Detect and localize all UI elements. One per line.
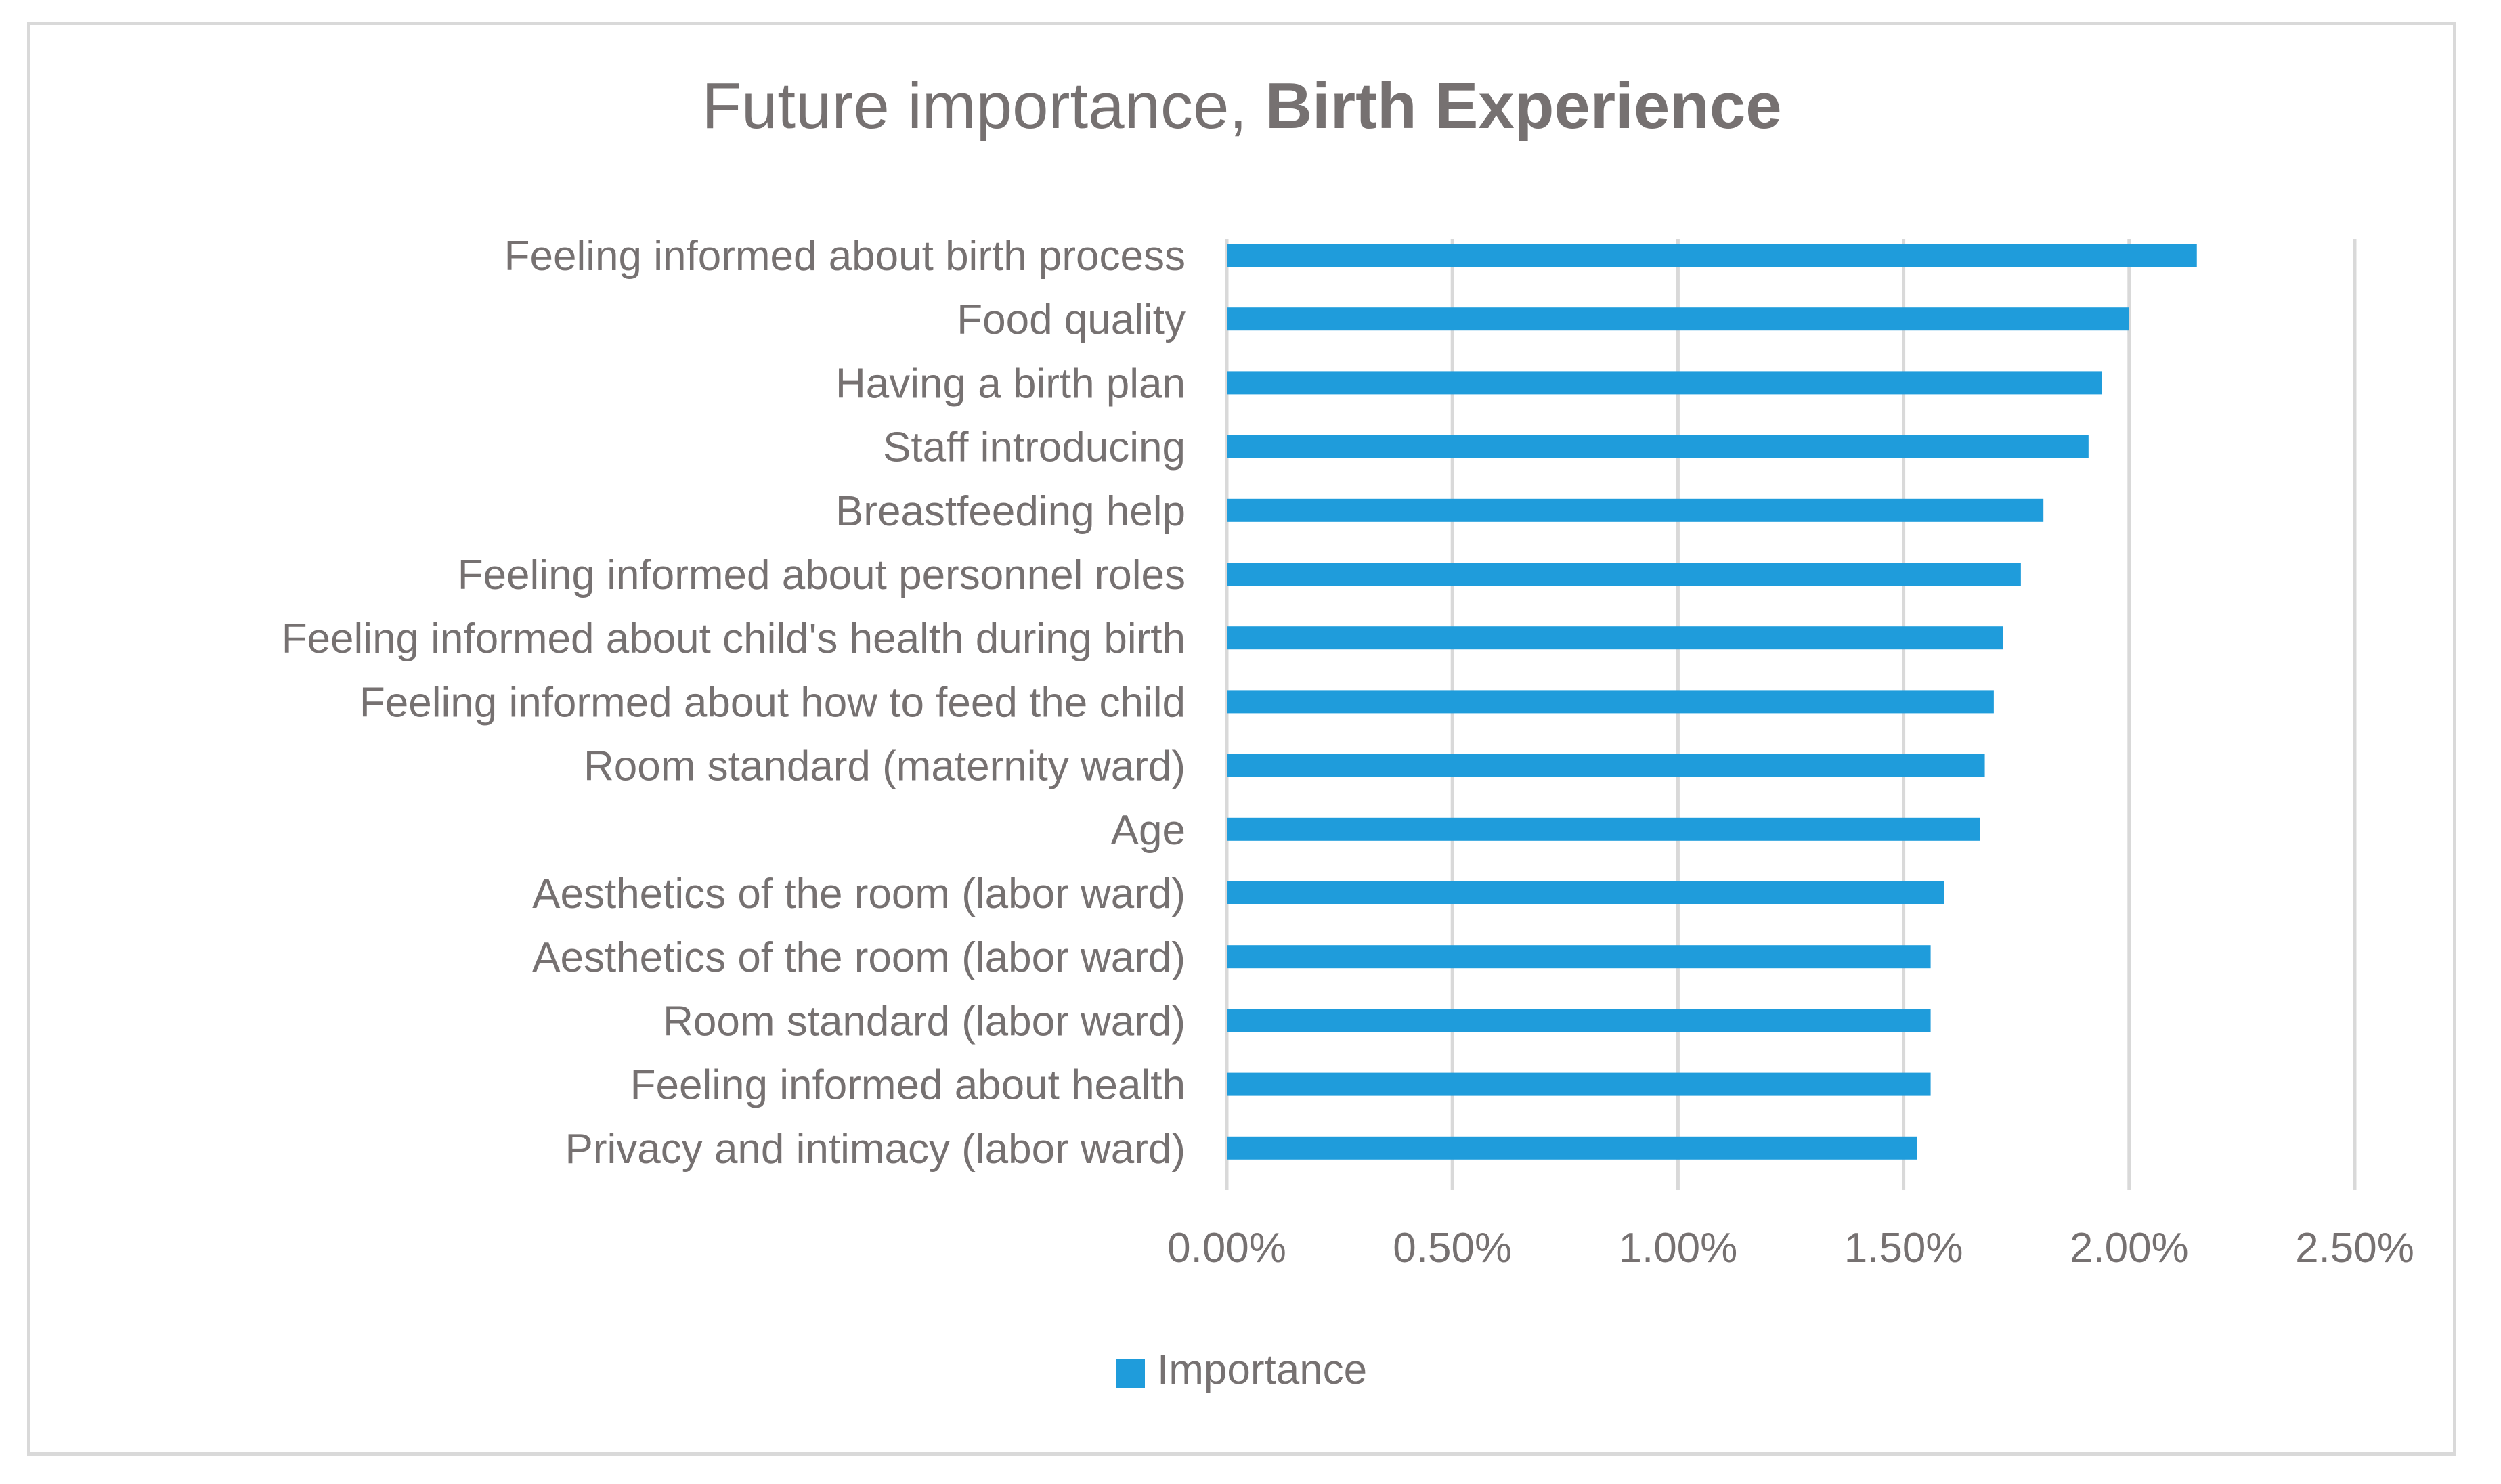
category-label: Breastfeeding help	[835, 488, 1186, 535]
category-label: Feeling informed about child's health du…	[282, 615, 1186, 662]
bar	[1227, 945, 1931, 969]
bar	[1227, 626, 2003, 650]
bar	[1227, 307, 2129, 331]
bars	[1227, 244, 2197, 1160]
x-tick-label: 0.00%	[1167, 1225, 1286, 1271]
category-label: Age	[1111, 807, 1186, 854]
category-label: Aesthetics of the room (labor ward)	[532, 871, 1186, 917]
chart-title-regular: Future importance,	[701, 70, 1265, 142]
bar	[1227, 563, 2021, 586]
bar	[1227, 690, 1994, 714]
x-tick-label: 2.50%	[2295, 1225, 2414, 1271]
bar	[1227, 1072, 1931, 1096]
category-label: Feeling informed about personnel roles	[458, 552, 1186, 598]
x-tick-label: 1.00%	[1618, 1225, 1737, 1271]
category-labels: Feeling informed about birth process Food…	[282, 233, 1186, 1173]
bar	[1227, 1136, 1917, 1160]
bar	[1227, 1009, 1931, 1032]
bar	[1227, 817, 1980, 841]
bar	[1227, 371, 2102, 395]
legend-swatch	[1116, 1359, 1145, 1388]
bar	[1227, 244, 2197, 267]
category-label: Feeling informed about how to feed the c…	[360, 679, 1186, 726]
chart-frame: Future importance, Birth Experience Feel…	[27, 22, 2456, 1456]
chart-svg: Future importance, Birth Experience Feel…	[282, 70, 2414, 1393]
x-tick-label: 1.50%	[1844, 1225, 1963, 1271]
category-label: Feeling informed about health	[630, 1062, 1186, 1109]
bar	[1227, 754, 1985, 777]
category-label: Food quality	[957, 297, 1186, 343]
x-tick-labels: 0.00% 0.50% 1.00% 1.50% 2.00% 2.50%	[1167, 1225, 2414, 1271]
category-label: Privacy and intimacy (labor ward)	[565, 1126, 1186, 1173]
bar	[1227, 498, 2044, 522]
bar	[1227, 881, 1944, 904]
legend-label: Importance	[1157, 1347, 1367, 1393]
legend: Importance	[1116, 1347, 1367, 1393]
x-tick-label: 2.00%	[2070, 1225, 2189, 1271]
bar	[1227, 435, 2089, 458]
category-label: Having a birth plan	[835, 360, 1186, 407]
category-label: Room standard (labor ward)	[663, 998, 1186, 1045]
chart-title-bold: Birth Experience	[1265, 70, 1782, 142]
category-label: Room standard (maternity ward)	[584, 743, 1186, 790]
chart-title: Future importance, Birth Experience	[701, 70, 1781, 142]
x-tick-label: 0.50%	[1393, 1225, 1512, 1271]
category-label: Feeling informed about birth process	[504, 233, 1186, 280]
category-label: Staff introducing	[883, 424, 1186, 471]
category-label: Aesthetics of the room (labor ward)	[532, 934, 1186, 981]
